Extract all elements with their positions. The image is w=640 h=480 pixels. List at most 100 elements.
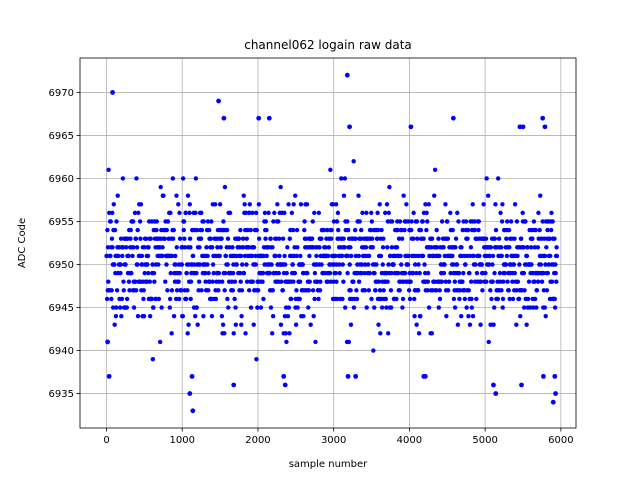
data-point (514, 219, 520, 224)
data-point (227, 245, 232, 250)
data-point (465, 227, 471, 233)
data-point (316, 296, 321, 302)
data-point (468, 253, 473, 259)
data-point-outlier (110, 90, 115, 95)
data-point (539, 279, 545, 284)
data-point (280, 236, 286, 241)
data-point (141, 296, 146, 302)
data-point (474, 270, 480, 276)
data-point-outlier (552, 373, 558, 379)
data-point (291, 202, 296, 207)
data-point (106, 279, 111, 284)
data-point (238, 227, 243, 233)
data-point (182, 236, 187, 241)
data-point (544, 245, 549, 250)
data-point (531, 219, 537, 224)
data-point (185, 193, 191, 198)
data-point (351, 159, 356, 164)
data-point-outlier (344, 72, 350, 78)
data-point (445, 236, 451, 241)
x-tick-label: 3000 (321, 435, 346, 446)
data-point (104, 296, 110, 302)
data-point (471, 253, 476, 259)
data-point (181, 227, 186, 233)
data-point (410, 270, 416, 276)
data-point (416, 331, 422, 336)
data-point (233, 305, 238, 310)
data-point (381, 288, 386, 293)
data-point (495, 296, 501, 302)
data-point (335, 210, 341, 216)
data-point (152, 279, 157, 284)
data-point (290, 227, 296, 233)
data-point (256, 236, 262, 241)
data-point (192, 262, 197, 267)
data-point (167, 296, 173, 302)
data-point (179, 262, 185, 267)
chart-title: channel062 logain raw data (244, 38, 412, 52)
data-point (337, 270, 342, 276)
data-point (459, 313, 464, 319)
data-point (187, 202, 192, 207)
data-point (439, 279, 445, 284)
data-point (104, 253, 110, 259)
data-point (154, 219, 159, 224)
data-point (126, 279, 132, 284)
data-point (193, 210, 198, 216)
data-point (461, 270, 466, 276)
data-point (486, 262, 492, 267)
data-point (453, 245, 458, 250)
data-point (538, 262, 544, 267)
data-point (310, 288, 316, 293)
data-point (134, 176, 139, 181)
data-point (222, 184, 228, 190)
data-point-outlier (256, 115, 262, 121)
data-point (476, 227, 481, 233)
data-point (146, 245, 151, 250)
data-point (171, 313, 177, 319)
data-point (535, 279, 541, 284)
data-point (326, 253, 331, 259)
data-point (535, 245, 541, 250)
data-point (262, 210, 268, 216)
data-point (337, 262, 342, 267)
data-point (486, 339, 491, 345)
data-point (418, 227, 424, 233)
data-point (210, 262, 216, 267)
data-point (333, 270, 338, 276)
data-point (310, 219, 315, 224)
data-point (368, 227, 374, 233)
data-point-outlier (422, 373, 428, 379)
data-point (177, 296, 182, 302)
data-point (127, 288, 132, 293)
data-point (242, 202, 247, 207)
data-point (377, 202, 382, 207)
data-point (173, 253, 178, 259)
data-point (363, 245, 369, 250)
data-point (407, 296, 413, 302)
data-point (524, 322, 529, 327)
data-point (386, 210, 392, 216)
data-point (341, 279, 346, 284)
data-point (454, 262, 460, 267)
data-point (291, 279, 296, 284)
data-point (283, 331, 289, 336)
data-point (197, 245, 202, 250)
data-point (244, 279, 250, 284)
data-point (116, 253, 121, 259)
data-point (340, 262, 345, 267)
data-point (502, 270, 508, 276)
data-point (396, 270, 401, 276)
data-point (133, 236, 139, 241)
data-point (307, 253, 312, 259)
data-point (552, 236, 557, 241)
data-point (289, 296, 294, 302)
data-point (397, 288, 402, 293)
data-point (174, 245, 179, 250)
data-point (443, 202, 448, 207)
data-point (118, 262, 123, 267)
data-point (111, 202, 116, 207)
data-point (399, 227, 404, 233)
data-point-outlier (345, 373, 351, 379)
data-point (456, 219, 461, 224)
